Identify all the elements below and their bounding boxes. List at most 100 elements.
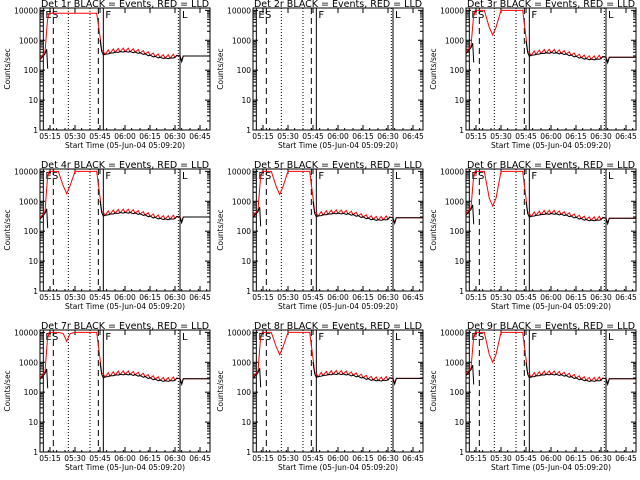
plot-frame xyxy=(252,329,424,453)
x-tick-label: 05:15 xyxy=(39,132,61,141)
marker-label-l: L xyxy=(182,10,188,21)
series-events-line xyxy=(465,43,475,63)
y-tick-label: 10000 xyxy=(14,167,38,176)
marker-label-l: L xyxy=(608,332,614,343)
panel-title: Det 5r BLACK = Events, RED = LLD xyxy=(254,160,422,171)
x-tick-label: 05:30 xyxy=(64,293,86,302)
x-tick-label: 06:45 xyxy=(189,293,211,302)
x-axis-label: Start Time (05-Jun-04 05:09:20) xyxy=(278,463,398,472)
x-axis-label: Start Time (05-Jun-04 05:09:20) xyxy=(65,141,185,150)
x-axis-label: Start Time (05-Jun-04 05:09:20) xyxy=(278,141,398,150)
y-tick-label: 100 xyxy=(24,388,39,397)
x-axis-label: Start Time (05-Jun-04 05:09:20) xyxy=(491,302,611,311)
x-tick-label: 06:15 xyxy=(565,293,587,302)
series-events-line xyxy=(99,362,210,387)
y-tick-label: 10 xyxy=(454,418,464,427)
marker-label-f: F xyxy=(318,171,324,182)
x-tick-label: 06:00 xyxy=(114,132,136,141)
y-tick-label: 1000 xyxy=(19,197,38,206)
y-tick-label: 10 xyxy=(241,418,251,427)
marker-label-f: F xyxy=(531,171,537,182)
y-tick-label: 1000 xyxy=(445,358,464,367)
y-tick-label: 100 xyxy=(24,66,39,75)
marker-label-l: L xyxy=(395,171,401,182)
x-tick-label: 06:00 xyxy=(327,454,349,463)
y-tick-label: 1 xyxy=(246,126,251,135)
marker-label-l: L xyxy=(608,10,614,21)
y-tick-label: 1 xyxy=(33,126,38,135)
marker-label-l: L xyxy=(182,171,188,182)
y-tick-label: 10 xyxy=(241,257,251,266)
marker-label-e: E xyxy=(471,10,477,21)
x-tick-label: 06:30 xyxy=(590,132,612,141)
y-axis-label: Counts/sec xyxy=(216,370,225,411)
y-axis-label: Counts/sec xyxy=(216,48,225,89)
marker-label-s: S xyxy=(52,171,58,182)
x-tick-label: 05:30 xyxy=(277,454,299,463)
x-tick-label: 05:45 xyxy=(89,293,111,302)
x-tick-label: 06:45 xyxy=(189,454,211,463)
x-tick-label: 06:45 xyxy=(402,132,424,141)
y-tick-label: 10 xyxy=(454,96,464,105)
series-events-line xyxy=(99,39,210,64)
series-events-line xyxy=(39,49,49,69)
plot-frame xyxy=(39,168,211,292)
y-tick-label: 1 xyxy=(459,287,464,296)
x-tick-label: 06:30 xyxy=(164,454,186,463)
y-tick-label: 100 xyxy=(450,388,465,397)
y-tick-label: 1 xyxy=(246,287,251,296)
y-tick-label: 100 xyxy=(450,66,465,75)
y-tick-label: 10000 xyxy=(14,328,38,337)
x-tick-label: 06:45 xyxy=(402,454,424,463)
x-tick-label: 05:30 xyxy=(277,293,299,302)
y-tick-label: 1 xyxy=(33,448,38,457)
marker-label-e: E xyxy=(258,10,264,21)
y-tick-label: 100 xyxy=(237,388,252,397)
x-tick-label: 06:30 xyxy=(590,454,612,463)
series-events-line xyxy=(99,200,210,225)
x-axis-label: Start Time (05-Jun-04 05:09:20) xyxy=(491,463,611,472)
y-axis-label: Counts/sec xyxy=(3,370,12,411)
x-axis-label: Start Time (05-Jun-04 05:09:20) xyxy=(65,302,185,311)
y-tick-label: 1 xyxy=(459,126,464,135)
marker-label-e: E xyxy=(45,332,51,343)
x-tick-label: 05:45 xyxy=(515,293,537,302)
marker-label-s: S xyxy=(52,10,58,21)
x-tick-label: 06:15 xyxy=(139,454,161,463)
x-tick-label: 06:00 xyxy=(327,132,349,141)
series-events-line xyxy=(39,208,49,229)
panel-title: Det 4r BLACK = Events, RED = LLD xyxy=(41,160,209,171)
marker-label-l: L xyxy=(182,332,188,343)
x-tick-label: 06:15 xyxy=(352,132,374,141)
y-axis-label: Counts/sec xyxy=(429,209,438,250)
plot-frame xyxy=(252,7,424,131)
marker-label-s: S xyxy=(52,332,58,343)
x-tick-label: 06:30 xyxy=(377,454,399,463)
x-tick-label: 06:30 xyxy=(164,293,186,302)
plot-frame xyxy=(465,168,637,292)
x-tick-label: 05:45 xyxy=(515,454,537,463)
x-tick-label: 06:30 xyxy=(164,132,186,141)
x-tick-label: 06:30 xyxy=(377,293,399,302)
series-events-line xyxy=(525,362,636,387)
x-tick-label: 06:15 xyxy=(139,132,161,141)
series-events-line xyxy=(525,201,636,226)
marker-label-e: E xyxy=(258,171,264,182)
y-axis-label: Counts/sec xyxy=(216,209,225,250)
x-tick-label: 06:15 xyxy=(352,454,374,463)
y-tick-label: 1 xyxy=(246,448,251,457)
x-tick-label: 05:15 xyxy=(39,454,61,463)
x-tick-label: 05:30 xyxy=(490,454,512,463)
x-tick-label: 06:00 xyxy=(540,293,562,302)
y-tick-label: 1000 xyxy=(232,36,251,45)
marker-label-s: S xyxy=(478,171,484,182)
x-tick-label: 05:15 xyxy=(252,454,274,463)
y-tick-label: 100 xyxy=(450,227,465,236)
plot-frame xyxy=(39,7,211,131)
